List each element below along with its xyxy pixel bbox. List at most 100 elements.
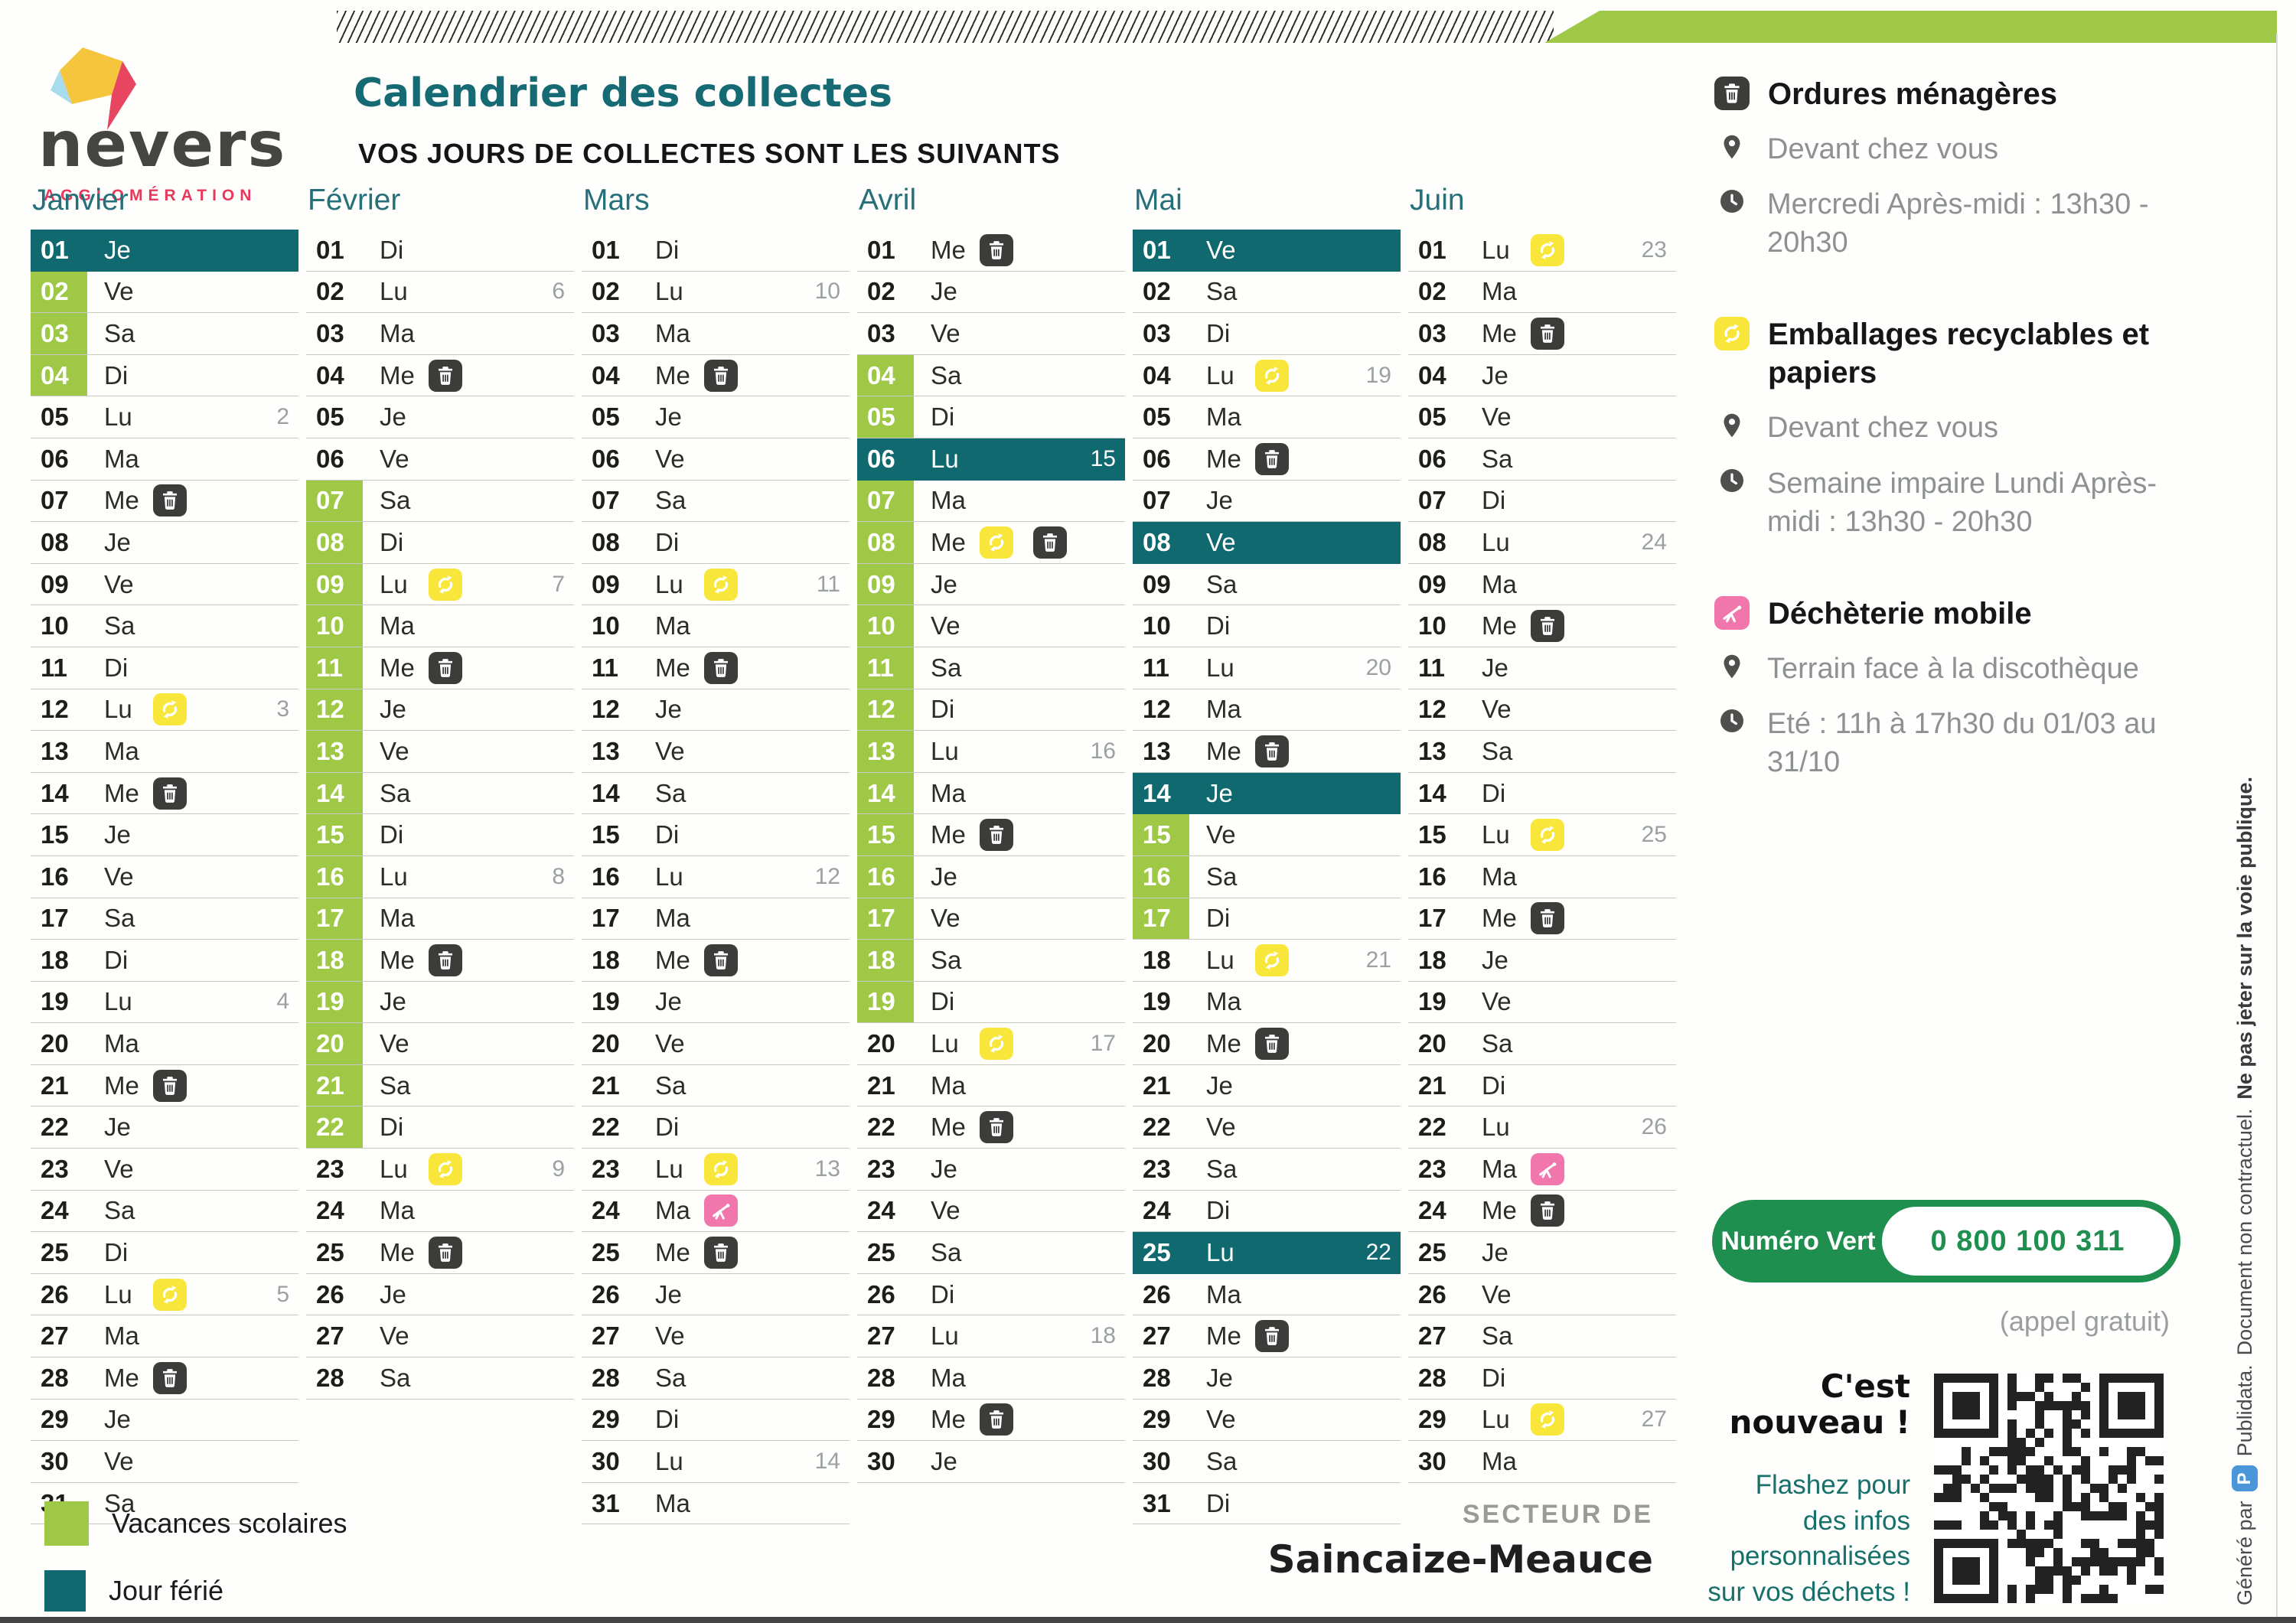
day-row: 16 Lu 12 (582, 856, 850, 898)
day-row: 16 Je (857, 855, 1125, 898)
day-abbreviation: Ve (380, 444, 409, 473)
day-row: 14 Je (1133, 772, 1401, 815)
recycling-icon (1531, 1403, 1564, 1436)
day-row: 24 Ve (857, 1191, 1125, 1233)
day-row: 11 Me (582, 647, 850, 689)
day-abbreviation: Di (104, 360, 129, 389)
day-abbreviation: Sa (380, 778, 411, 807)
day-row: 26 Je (582, 1274, 850, 1316)
day-row: 22 Lu 26 (1408, 1106, 1676, 1149)
day-row: 28 Me (31, 1357, 298, 1400)
section-emballages: Emballages recyclables et papiers Devant… (1714, 315, 2193, 540)
day-number: 20 (592, 1029, 620, 1058)
day-row: 20 Ve (306, 1023, 574, 1065)
day-abbreviation: Je (380, 402, 406, 432)
day-row: 08 Lu 24 (1408, 522, 1676, 564)
day-icons (704, 943, 738, 976)
day-row: 26 Ve (1408, 1274, 1676, 1316)
day-row: 05 Ma (1133, 396, 1401, 438)
day-number: 29 (41, 1405, 69, 1434)
day-abbreviation: Sa (1482, 444, 1513, 473)
day-abbreviation: Ma (931, 1363, 966, 1392)
day-number: 02 (867, 277, 895, 306)
day-row: 18 Lu 21 (1133, 940, 1401, 982)
day-icons (1255, 943, 1289, 976)
week-number: 10 (814, 279, 840, 305)
section-schedule: Eté : 11h à 17h30 du 01/03 au 31/10 (1767, 708, 2157, 779)
day-row: 13 Ve (306, 731, 574, 773)
day-row: 18 Me (306, 940, 574, 982)
day-row: 27 Sa (1408, 1315, 1676, 1358)
month-juin: Juin 01 Lu 23 02 Ma 03 Me 04 Je 05 Ve 06 Sa 07 Di 08 Lu 24… (1408, 184, 1676, 1483)
promo-text: Flashez pour des infos personnalisées su… (1707, 1470, 1910, 1607)
day-abbreviation: Sa (655, 778, 687, 807)
day-number: 18 (1418, 945, 1446, 974)
day-icons (153, 1278, 187, 1311)
day-number: 25 (1418, 1238, 1446, 1267)
day-abbreviation: Ma (1206, 402, 1241, 432)
day-icons (1255, 442, 1289, 475)
trash-icon (1255, 735, 1289, 768)
day-row: 29 Je (31, 1400, 298, 1442)
day-number: 10 (1418, 611, 1446, 640)
nevers-logo-icon (51, 47, 136, 130)
day-icons (153, 484, 187, 517)
day-number: 04 (316, 360, 344, 389)
day-row: 15 Je (31, 814, 298, 856)
day-number: 19 (41, 987, 69, 1016)
day-row: 23 Ma (1408, 1149, 1676, 1191)
day-row: 19 Ve (1408, 982, 1676, 1024)
day-icons (429, 359, 462, 392)
section-ordures-menageres: Ordures ménagères Devant chez vous Mercr… (1714, 75, 2193, 262)
day-number: 24 (592, 1196, 620, 1225)
day-number: 26 (41, 1279, 69, 1309)
day-number: 07 (1143, 486, 1171, 515)
day-number: 04 (592, 360, 620, 389)
trash-icon (1531, 1194, 1564, 1227)
day-row: 06 Ve (582, 438, 850, 481)
day-abbreviation: Lu (655, 277, 683, 306)
day-number: 12 (41, 695, 69, 724)
section-title: Emballages recyclables et papiers (1768, 318, 2150, 390)
day-row: 17 Ve (857, 898, 1125, 940)
trash-icon (704, 359, 738, 392)
week-number: 26 (1641, 1114, 1667, 1140)
week-number: 2 (276, 404, 289, 430)
day-row: 02 Ve (31, 271, 298, 314)
trash-icon (153, 484, 187, 517)
day-number: 23 (867, 1154, 895, 1183)
day-row: 19 Je (582, 982, 850, 1024)
day-abbreviation: Me (380, 1238, 415, 1267)
day-abbreviation: Ma (1206, 987, 1241, 1016)
day-row: 24 Sa (31, 1191, 298, 1233)
day-abbreviation: Ve (1206, 1113, 1236, 1142)
day-abbreviation: Lu (1482, 1113, 1510, 1142)
day-row: 16 Lu 8 (306, 855, 574, 898)
trash-icon (1531, 317, 1564, 350)
day-abbreviation: Me (1206, 1322, 1241, 1351)
day-icons (429, 1152, 462, 1185)
day-row: 30 Ma (1408, 1441, 1676, 1483)
day-number: 10 (306, 605, 363, 647)
day-abbreviation: Lu (380, 862, 408, 891)
day-abbreviation: Sa (655, 1363, 687, 1392)
day-row: 14 Sa (306, 772, 574, 815)
day-number: 09 (1143, 569, 1171, 598)
day-row: 16 Ma (1408, 856, 1676, 898)
day-icons (1531, 902, 1564, 935)
day-number: 11 (592, 653, 618, 682)
month-title: Janvier (32, 184, 129, 217)
day-abbreviation: Lu (655, 569, 683, 598)
day-row: 06 Me (1133, 438, 1401, 481)
day-number: 17 (592, 904, 620, 933)
day-abbreviation: Me (655, 653, 690, 682)
location-pin-icon (1724, 654, 1740, 679)
trash-icon (153, 777, 187, 810)
day-row: 28 Di (1408, 1357, 1676, 1400)
day-icons (429, 1237, 462, 1269)
trash-icon (704, 943, 738, 976)
trash-icon (1531, 610, 1564, 643)
day-number: 28 (41, 1363, 69, 1392)
day-icons (1255, 1028, 1289, 1061)
day-abbreviation: Sa (380, 486, 411, 515)
